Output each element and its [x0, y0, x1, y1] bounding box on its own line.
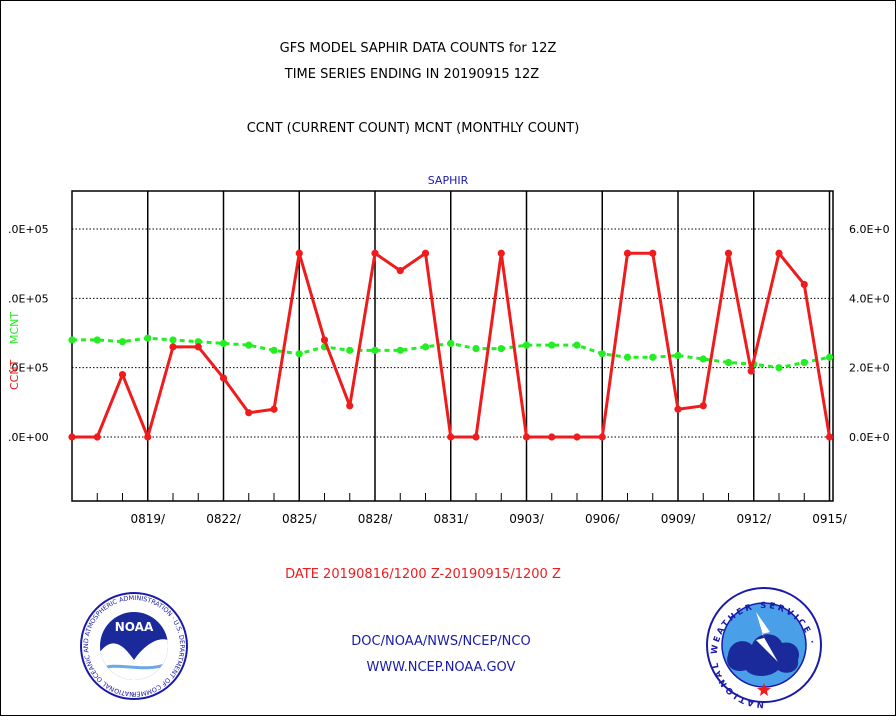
x-tick-label: 0915/: [812, 512, 848, 526]
right-y-tick-label: 4.0E+0: [849, 292, 890, 305]
data-point-ccnt: [321, 336, 328, 343]
data-point-ccnt: [599, 433, 606, 440]
chart-subtitle: CCNT (CURRENT COUNT) MCNT (MONTHLY COUNT…: [247, 121, 580, 136]
x-tick-label: 0831/: [433, 512, 469, 526]
data-point-mcnt: [649, 354, 656, 361]
data-point-mcnt: [548, 342, 555, 349]
data-point-ccnt: [748, 368, 755, 375]
data-point-ccnt: [447, 433, 454, 440]
data-point-ccnt: [649, 250, 656, 257]
data-point-ccnt: [826, 433, 833, 440]
data-point-ccnt: [725, 250, 732, 257]
data-point-ccnt: [68, 433, 75, 440]
x-tick-label: 0825/: [282, 512, 318, 526]
data-point-ccnt: [422, 250, 429, 257]
data-point-ccnt: [119, 371, 126, 378]
data-point-ccnt: [775, 250, 782, 257]
data-point-mcnt: [422, 343, 429, 350]
data-point-ccnt: [548, 433, 555, 440]
url-link[interactable]: WWW.NCEP.NOAA.GOV: [367, 660, 516, 675]
x-tick-label: 0828/: [358, 512, 394, 526]
data-point-mcnt: [447, 340, 454, 347]
data-point-mcnt: [599, 350, 606, 357]
data-point-mcnt: [624, 354, 631, 361]
chart-frame: GFS MODEL SAPHIR DATA COUNTS for 12Z TIM…: [0, 0, 896, 716]
right-y-tick-label: 0.0E+0: [849, 431, 890, 444]
data-point-mcnt: [472, 345, 479, 352]
plot-label: SAPHIR: [428, 174, 469, 187]
data-point-ccnt: [573, 433, 580, 440]
data-point-mcnt: [220, 340, 227, 347]
data-point-mcnt: [119, 338, 126, 345]
data-point-mcnt: [700, 355, 707, 362]
chart-figure: GFS MODEL SAPHIR DATA COUNTS for 12Z TIM…: [0, 0, 896, 716]
x-tick-label: 0906/: [585, 512, 621, 526]
data-point-ccnt: [220, 374, 227, 381]
data-point-ccnt: [346, 402, 353, 409]
date-range: DATE 20190816/1200 Z-20190915/1200 Z: [285, 567, 561, 582]
data-point-mcnt: [169, 336, 176, 343]
x-tick-label: 0819/: [130, 512, 166, 526]
data-point-mcnt: [498, 345, 505, 352]
x-tick-label: 0903/: [509, 512, 545, 526]
left-y-tick-label: .0E+05: [8, 223, 49, 236]
data-point-mcnt: [270, 347, 277, 354]
data-point-ccnt: [371, 250, 378, 257]
data-point-mcnt: [397, 347, 404, 354]
data-point-mcnt: [674, 352, 681, 359]
left-axis-label-mcnt: MCNT: [8, 312, 21, 344]
data-point-ccnt: [296, 250, 303, 257]
data-point-mcnt: [371, 347, 378, 354]
x-tick-label: 0822/: [206, 512, 242, 526]
data-point-mcnt: [68, 336, 75, 343]
data-point-ccnt: [144, 433, 151, 440]
data-point-ccnt: [270, 406, 277, 413]
x-tick-label: 0909/: [661, 512, 697, 526]
x-tick-label: 0912/: [736, 512, 772, 526]
right-y-tick-label: 2.0E+0: [849, 362, 890, 375]
data-point-ccnt: [624, 250, 631, 257]
data-point-mcnt: [346, 347, 353, 354]
data-point-mcnt: [801, 359, 808, 366]
data-point-ccnt: [498, 250, 505, 257]
data-point-ccnt: [674, 406, 681, 413]
data-point-mcnt: [245, 342, 252, 349]
noaa-logo-text: NOAA: [115, 620, 154, 634]
data-point-mcnt: [94, 336, 101, 343]
chart-title-line2: TIME SERIES ENDING IN 20190915 12Z: [284, 67, 540, 82]
data-point-ccnt: [245, 409, 252, 416]
data-point-ccnt: [472, 433, 479, 440]
data-point-ccnt: [397, 267, 404, 274]
org-text: DOC/NOAA/NWS/NCEP/NCO: [351, 634, 530, 649]
data-point-ccnt: [169, 343, 176, 350]
data-point-mcnt: [144, 335, 151, 342]
data-point-mcnt: [296, 350, 303, 357]
left-y-tick-label: .0E+05: [8, 292, 49, 305]
left-axis-label-ccnt: CCNT: [8, 359, 21, 390]
data-point-ccnt: [94, 433, 101, 440]
data-point-ccnt: [801, 281, 808, 288]
data-point-mcnt: [826, 354, 833, 361]
data-point-mcnt: [725, 359, 732, 366]
data-point-mcnt: [523, 342, 530, 349]
data-point-ccnt: [523, 433, 530, 440]
left-y-tick-label: .0E+00: [8, 431, 49, 444]
data-point-ccnt: [700, 402, 707, 409]
right-y-tick-label: 6.0E+0: [849, 223, 890, 236]
chart-title-line1: GFS MODEL SAPHIR DATA COUNTS for 12Z: [280, 41, 557, 56]
data-point-mcnt: [573, 342, 580, 349]
data-point-ccnt: [195, 343, 202, 350]
data-point-mcnt: [775, 364, 782, 371]
